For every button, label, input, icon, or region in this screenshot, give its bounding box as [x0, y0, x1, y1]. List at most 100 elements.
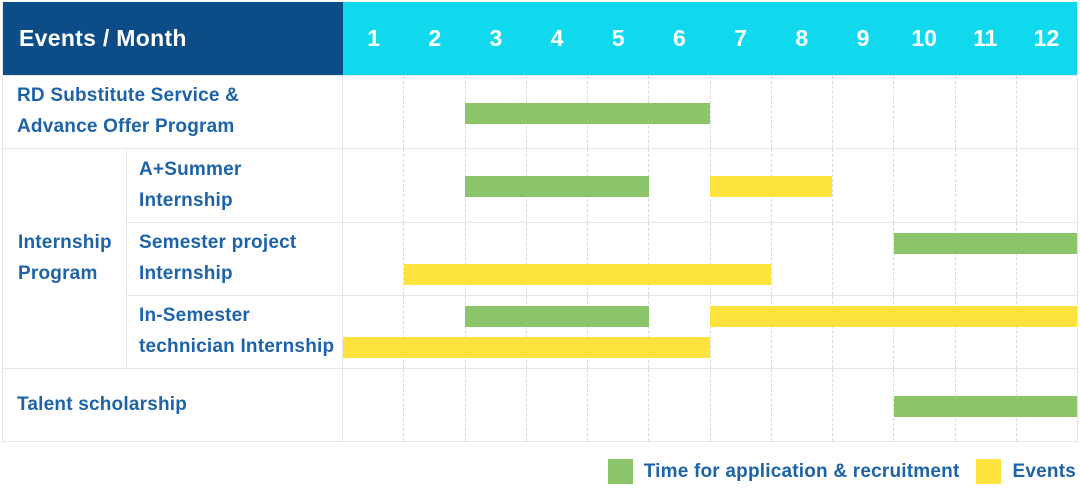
grid-cell	[1015, 296, 1077, 368]
month-header-11: 11	[973, 25, 998, 51]
row-label-cell: Talent scholarship	[3, 369, 343, 441]
grid-cell	[709, 223, 771, 295]
row-grid	[343, 369, 1077, 441]
grid-cell	[893, 76, 954, 148]
bar-event	[710, 176, 833, 197]
grid-cell	[954, 76, 1016, 148]
table-header-row: Events / Month 1 2 3 4 5 6 7 8 9 10 11 12	[3, 2, 1077, 75]
grid-cell	[464, 296, 526, 368]
month-header-9: 9	[856, 25, 870, 51]
grid-cell	[954, 223, 1016, 295]
bar-application	[465, 103, 710, 124]
row-label-cell: In-Semester technician Internship	[127, 296, 343, 368]
row-a-summer-internship: A+Summer Internship	[127, 149, 1077, 222]
bar-application	[893, 396, 1077, 417]
month-header-10: 10	[911, 25, 937, 51]
grid-cell	[343, 76, 403, 148]
grid-cell	[587, 223, 648, 295]
month-header-row: 1 2 3 4 5 6 7 8 9 10 11 12	[343, 2, 1077, 75]
grid-cell	[954, 149, 1016, 222]
bar-application	[465, 306, 649, 327]
month-header-12: 12	[1033, 25, 1060, 51]
row-label-cell: RD Substitute Service & Advance Offer Pro…	[3, 76, 343, 148]
grid-cell	[587, 369, 648, 441]
grid-cell	[403, 149, 464, 222]
row-talent-scholarship: Talent scholarship	[3, 368, 1077, 441]
row-in-semester-technician-internship: In-Semester technician Internship	[127, 295, 1077, 368]
grid-cell	[1015, 76, 1077, 148]
grid-cell	[343, 149, 403, 222]
grid-cell	[832, 149, 893, 222]
bar-event	[710, 306, 1077, 327]
grid-cell	[1015, 223, 1077, 295]
grid-cell	[464, 149, 526, 222]
grid-cell	[525, 223, 587, 295]
group-sub-rows: A+Summer Internship Semester project Inter…	[127, 149, 1077, 368]
grid-cell	[403, 296, 464, 368]
row-rd-substitute-service: RD Substitute Service & Advance Offer Pro…	[3, 75, 1077, 148]
grid-cell	[525, 296, 587, 368]
grid-cell	[893, 223, 954, 295]
legend-item-application: Time for application & recruitment	[607, 459, 960, 484]
group-label-cell: Internship Program	[3, 149, 127, 368]
bar-event	[404, 264, 772, 285]
row-grid	[343, 149, 1077, 222]
grid-cell	[832, 76, 893, 148]
legend: Time for application & recruitment Event…	[607, 459, 1076, 484]
grid-cell	[464, 369, 526, 441]
grid-cell	[403, 223, 464, 295]
grid-cell	[770, 223, 832, 295]
grid-cell	[954, 296, 1016, 368]
application-color-swatch	[607, 459, 633, 484]
grid-cell	[770, 296, 832, 368]
row-grid	[343, 296, 1077, 368]
legend-label: Time for application & recruitment	[643, 460, 960, 482]
grid-cell	[709, 369, 771, 441]
row-label: A+Summer Internship	[139, 158, 242, 211]
events-color-swatch	[976, 459, 1002, 484]
month-header-7: 7	[734, 25, 748, 51]
grid-cell	[770, 369, 832, 441]
month-header-4: 4	[550, 25, 564, 51]
grid-cell	[770, 76, 832, 148]
grid-cell	[403, 369, 464, 441]
month-header-2: 2	[428, 25, 442, 51]
legend-item-events: Events	[976, 459, 1076, 484]
grid-cell	[709, 76, 771, 148]
bar-application	[893, 233, 1077, 254]
row-label: RD Substitute Service & Advance Offer Pro…	[17, 85, 240, 137]
group-label: Internship Program	[18, 231, 112, 284]
row-label: In-Semester technician Internship	[139, 305, 335, 357]
grid-cell	[464, 223, 526, 295]
month-header-1: 1	[367, 25, 380, 51]
month-header-8: 8	[795, 25, 809, 51]
row-label-cell: Semester project Internship	[127, 223, 343, 295]
events-month-header: Events / Month	[3, 2, 343, 75]
grid-cell	[832, 369, 893, 441]
table-body: RD Substitute Service & Advance Offer Pro…	[3, 75, 1077, 441]
grid-cell	[832, 223, 893, 295]
grid-cell	[587, 296, 648, 368]
grid-cell	[343, 369, 403, 441]
bar-application	[465, 176, 649, 197]
grid-cell	[648, 296, 709, 368]
legend-label: Events	[1012, 460, 1076, 482]
grid-cell	[648, 223, 709, 295]
grid-cell	[709, 296, 771, 368]
row-label: Semester project Internship	[139, 232, 297, 284]
row-semester-project-internship: Semester project Internship	[127, 222, 1077, 295]
gantt-table: Events / Month 1 2 3 4 5 6 7 8 9 10 11 12 RD Substi…	[2, 2, 1078, 442]
grid-cell	[893, 149, 954, 222]
row-label: Talent scholarship	[17, 393, 188, 415]
grid-cell	[343, 223, 403, 295]
month-header-5: 5	[611, 25, 625, 51]
grid-cell	[464, 76, 526, 148]
grid-cell	[648, 149, 709, 222]
month-header-3: 3	[489, 25, 503, 51]
grid-cell	[403, 76, 464, 148]
month-header-6: 6	[673, 25, 686, 51]
grid-cell	[832, 296, 893, 368]
grid-cell	[648, 369, 709, 441]
internship-program-group: Internship Program A+Summer Internship Sem…	[3, 148, 1077, 368]
row-grid	[343, 223, 1077, 295]
